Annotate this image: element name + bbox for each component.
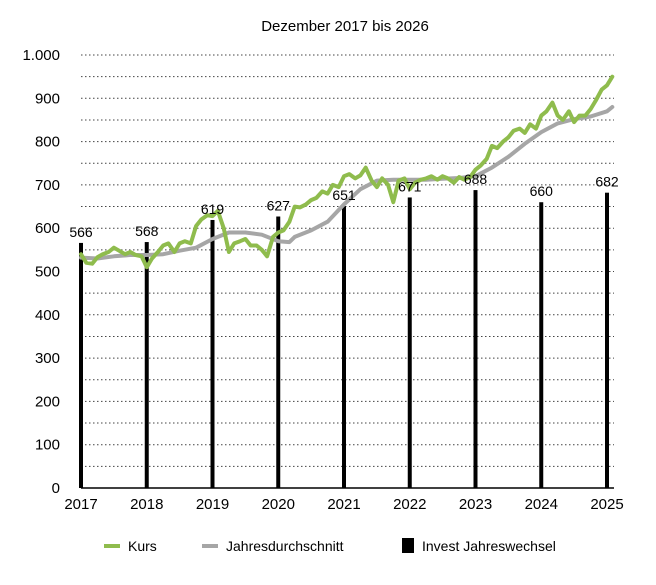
labels-layer: 566 568 619 627 651 671 688 660 682 bbox=[69, 171, 619, 240]
bar-label: 688 bbox=[464, 171, 488, 187]
x-tick-label: 2017 bbox=[64, 496, 97, 513]
bar bbox=[539, 202, 544, 488]
x-tick-label: 2019 bbox=[196, 496, 229, 513]
x-tick-label: 2018 bbox=[130, 496, 163, 513]
y-tick-label: 0 bbox=[52, 480, 60, 497]
y-tick-label: 900 bbox=[35, 90, 60, 107]
bar bbox=[473, 190, 478, 488]
legend: Kurs Jahresdurchschnitt Invest Jahreswechs… bbox=[104, 538, 556, 554]
lines-layer bbox=[79, 74, 615, 270]
x-tick-label: 2025 bbox=[590, 496, 623, 513]
y-tick-label: 300 bbox=[35, 350, 60, 367]
bar bbox=[605, 192, 609, 488]
axes-layer: 0 100 200 300 400 500 600 700 800 900 1.000 2017 201… bbox=[22, 47, 623, 513]
bar bbox=[144, 242, 149, 488]
grid-layer bbox=[81, 54, 614, 467]
y-tick-label: 700 bbox=[35, 177, 60, 194]
series-line-kurs bbox=[79, 74, 615, 270]
bar-label: 568 bbox=[135, 223, 159, 239]
bar-label: 682 bbox=[595, 174, 619, 190]
x-tick-label: 2024 bbox=[525, 496, 558, 513]
bar-label: 660 bbox=[530, 183, 554, 199]
bar bbox=[210, 219, 215, 488]
x-tick-label: 2022 bbox=[393, 496, 426, 513]
x-tick-label: 2020 bbox=[262, 496, 295, 513]
bar bbox=[276, 216, 281, 488]
legend-label: Invest Jahreswechsel bbox=[422, 538, 556, 554]
y-tick-label: 1.000 bbox=[22, 47, 60, 64]
y-tick-label: 600 bbox=[35, 220, 60, 237]
y-tick-label: 400 bbox=[35, 307, 60, 324]
bar bbox=[407, 197, 412, 488]
bars-layer bbox=[79, 190, 609, 488]
bar bbox=[342, 206, 346, 488]
legend-item: Jahresdurchschnitt bbox=[202, 538, 344, 554]
legend-label: Kurs bbox=[128, 538, 157, 554]
y-tick-label: 200 bbox=[35, 393, 60, 410]
y-tick-label: 500 bbox=[35, 264, 60, 281]
y-tick-label: 800 bbox=[35, 134, 60, 151]
legend-item: Kurs bbox=[104, 538, 157, 554]
bar-label: 566 bbox=[69, 224, 93, 240]
y-tick-label: 100 bbox=[35, 437, 60, 454]
bar-label: 651 bbox=[332, 187, 356, 203]
bar bbox=[79, 242, 83, 488]
bar-label: 671 bbox=[398, 178, 422, 194]
legend-swatch bbox=[402, 538, 414, 553]
x-tick-label: 2023 bbox=[459, 496, 492, 513]
legend-item: Invest Jahreswechsel bbox=[402, 538, 556, 554]
bar-label: 627 bbox=[267, 198, 291, 214]
legend-label: Jahresdurchschnitt bbox=[226, 538, 344, 554]
x-tick-label: 2021 bbox=[327, 496, 360, 513]
bar-label: 619 bbox=[201, 201, 225, 217]
chart-title: Dezember 2017 bis 2026 bbox=[261, 18, 429, 35]
